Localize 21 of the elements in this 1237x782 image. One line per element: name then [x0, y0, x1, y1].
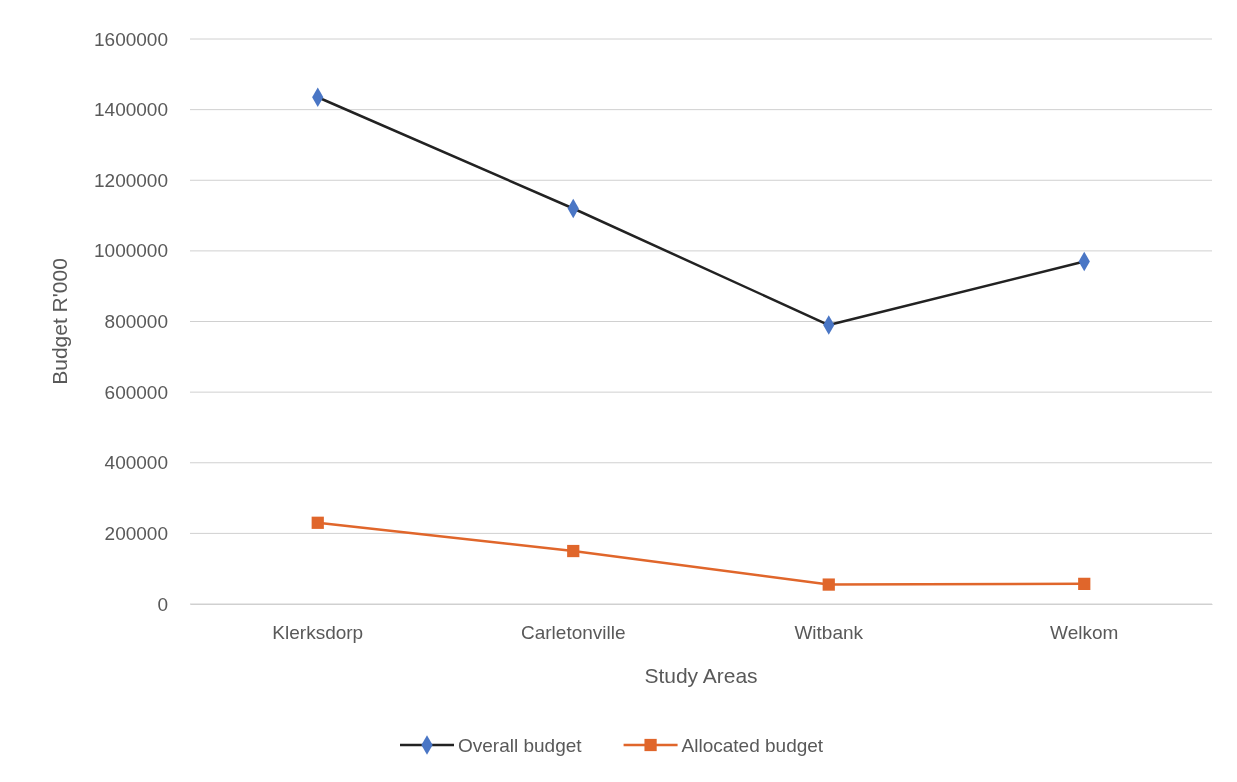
y-tick-label: 1400000: [94, 99, 168, 121]
point: [822, 578, 835, 591]
y-axis-title: Budget R'000: [48, 258, 71, 385]
point: [311, 516, 324, 529]
point: [1078, 577, 1091, 590]
y-tick-label: 200000: [104, 522, 168, 544]
legend-label: Allocated budget: [681, 735, 824, 756]
legend-label: Overall budget: [458, 735, 583, 756]
x-tick-label: Klerksdorp: [272, 622, 364, 644]
y-tick-label: 800000: [104, 311, 168, 333]
y-tick-label: 600000: [104, 381, 168, 403]
x-axis-title: Study Areas: [644, 664, 758, 687]
x-tick-label: Carletonville: [520, 622, 626, 644]
y-tick-label: 0: [157, 593, 168, 615]
y-tick-label: 1600000: [94, 28, 168, 50]
point: [567, 544, 580, 558]
x-tick-label: Witbank: [794, 622, 864, 644]
x-tick-label: Welkom: [1050, 622, 1119, 644]
y-tick-label: 1200000: [94, 169, 168, 191]
y-tick-label: 400000: [104, 452, 168, 474]
y-tick-label: 1000000: [94, 240, 168, 262]
